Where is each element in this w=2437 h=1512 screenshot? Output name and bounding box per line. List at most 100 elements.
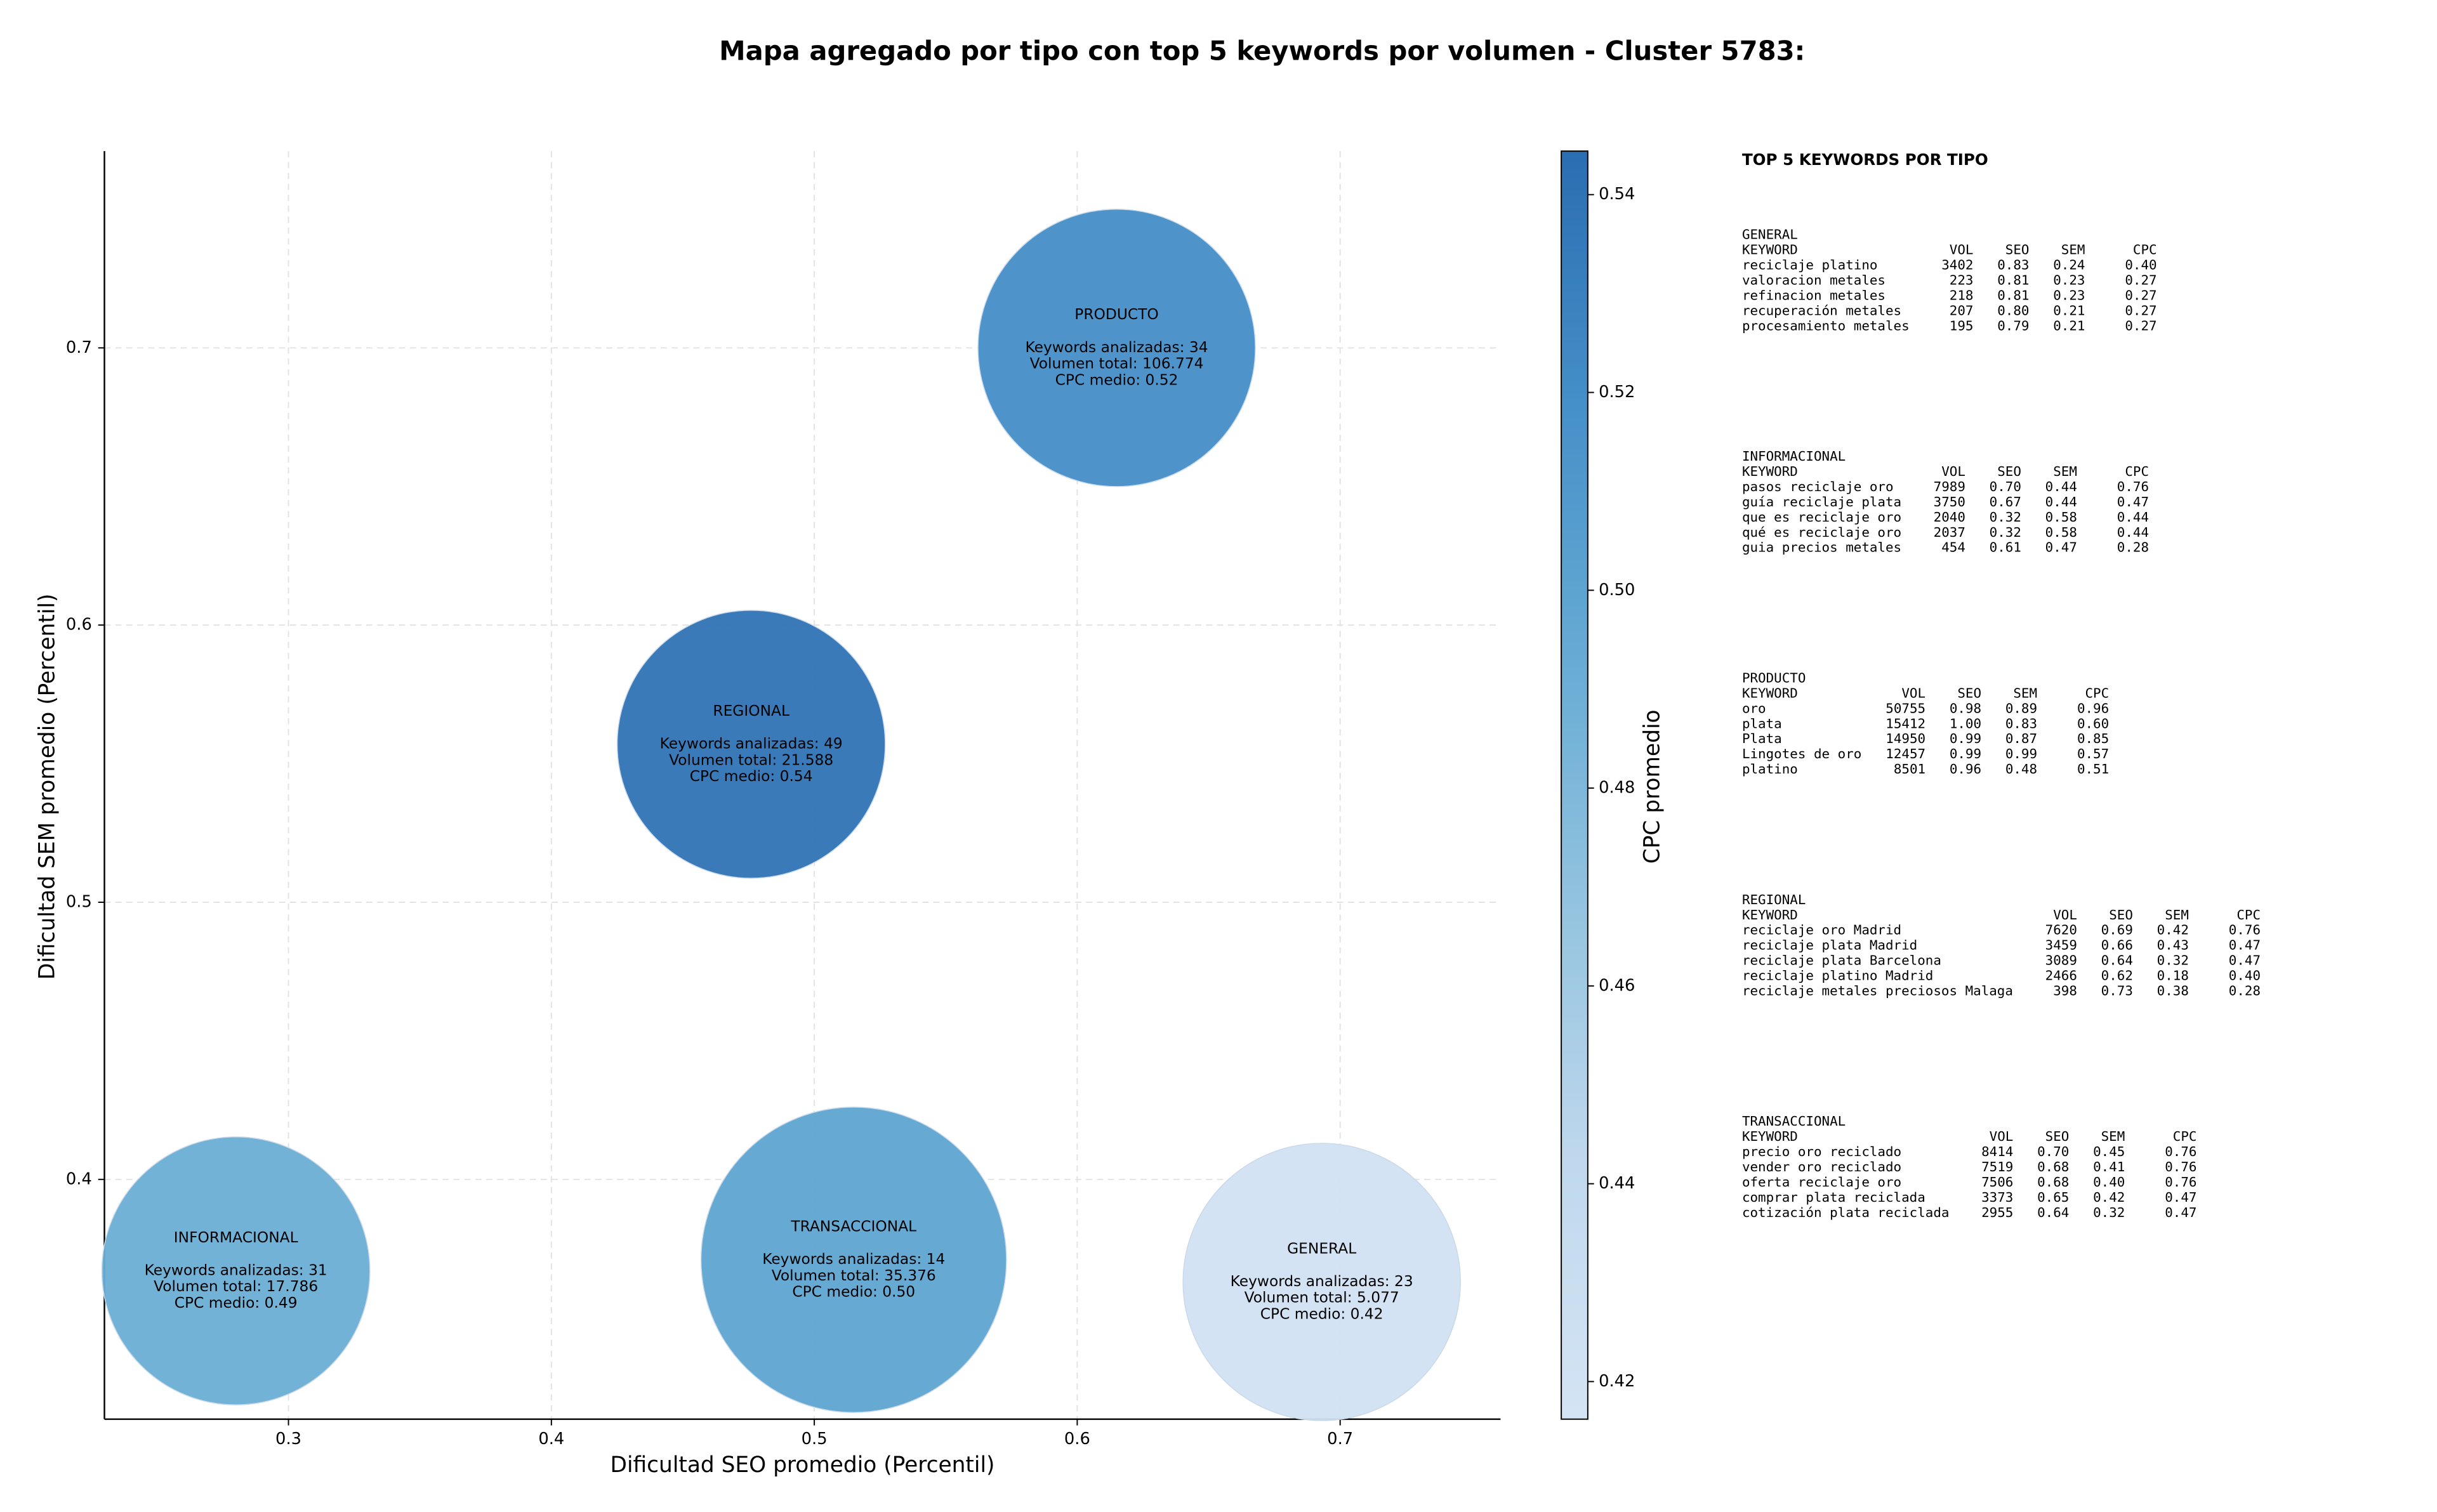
table-cell: oro (1742, 700, 1766, 716)
table-cell: que es reciclaje oro (1742, 509, 1901, 525)
x-tick-label: 0.6 (1064, 1430, 1090, 1449)
table-cell: 0.27 (2125, 303, 2156, 318)
table-cell: 15412 (1886, 716, 1925, 731)
table-header: SEO (2005, 242, 2030, 258)
table-cell: reciclaje oro Madrid (1742, 923, 1901, 938)
table-header: SEM (2053, 464, 2077, 479)
table-cell: 0.47 (2165, 1190, 2196, 1205)
table-header: CPC (2173, 1129, 2197, 1144)
table-cell: 0.64 (2037, 1205, 2069, 1220)
table-cell: 0.28 (2117, 540, 2149, 555)
table-header: SEM (2165, 907, 2189, 923)
table-cell: 0.32 (2093, 1205, 2125, 1220)
table-cell: 0.21 (2053, 318, 2085, 333)
table-cell: Lingotes de oro (1742, 746, 1861, 761)
table-cell: 8501 (1894, 761, 1925, 777)
table-cell: 195 (1950, 318, 1974, 333)
table-cell: 0.47 (2117, 494, 2149, 509)
table-cell: 0.61 (1990, 540, 2021, 555)
table-type: INFORMACIONAL (1742, 449, 1846, 464)
table-cell: 0.76 (2165, 1159, 2196, 1174)
table-cell: guía reciclaje plata (1742, 494, 1901, 509)
y-tick-label: 0.7 (66, 338, 92, 357)
table-cell: 0.44 (2045, 494, 2077, 509)
table-cell: 0.27 (2125, 273, 2156, 288)
x-tick-label: 0.7 (1327, 1430, 1353, 1449)
table-cell: 0.99 (1950, 731, 1981, 746)
y-axis-label: Dificultad SEM promedio (Percentil) (35, 594, 60, 980)
table-header: KEYWORD (1742, 242, 1798, 258)
table-cell: 0.23 (2053, 287, 2085, 303)
table-cell: 0.40 (2125, 258, 2156, 273)
table-cell: plata (1742, 716, 1782, 731)
table-cell: 0.65 (2037, 1190, 2069, 1205)
table-cell: 2955 (1981, 1205, 2013, 1220)
bubble-annotation: Volumen total: 17.786 (154, 1278, 318, 1295)
table-cell: 0.99 (1950, 746, 1981, 761)
colorbar-tick-label: 0.48 (1599, 779, 1635, 798)
table-cell: 0.76 (2117, 479, 2149, 494)
table-cell: 0.80 (1997, 303, 2029, 318)
table-cell: 0.44 (2045, 479, 2077, 494)
bubble-annotation: Keywords analizadas: 14 (762, 1251, 945, 1268)
bubble-annotation: Volumen total: 106.774 (1030, 355, 1204, 372)
table-cell: 0.79 (1997, 318, 2029, 333)
table-cell: 3750 (1934, 494, 1965, 509)
table-header: SEM (2013, 685, 2037, 700)
table-cell: 0.73 (2101, 983, 2133, 998)
table-header: SEO (2109, 907, 2133, 923)
table-cell: 0.40 (2229, 968, 2261, 983)
table-cell: qué es reciclaje oro (1742, 525, 1901, 540)
table-header: CPC (2133, 242, 2157, 258)
table-cell: 223 (1950, 273, 1974, 288)
table-header: KEYWORD (1742, 685, 1798, 700)
table-cell: 0.66 (2101, 938, 2133, 953)
bubble-annotation: Volumen total: 35.376 (772, 1267, 936, 1284)
table-cell: 0.67 (1990, 494, 2021, 509)
table-cell: 0.76 (2165, 1144, 2196, 1159)
bubble-annotation: Keywords analizadas: 31 (145, 1261, 327, 1279)
table-cell: 2466 (2045, 968, 2077, 983)
table-cell: 3373 (1981, 1190, 2013, 1205)
table-cell: 1.00 (1950, 716, 1981, 731)
table-cell: 207 (1950, 303, 1974, 318)
table-cell: 0.68 (2037, 1174, 2069, 1190)
table-cell: 0.76 (2229, 923, 2261, 938)
bubble (977, 209, 1256, 487)
x-tick-label: 0.4 (538, 1430, 564, 1449)
table-cell: 2037 (1934, 525, 1965, 540)
table-cell: 0.98 (1950, 700, 1981, 716)
table-cell: cotización plata reciclada (1742, 1205, 1950, 1220)
table-cell: 0.76 (2165, 1174, 2196, 1190)
table-cell: 0.32 (1990, 509, 2021, 525)
table-cell: 0.57 (2077, 746, 2109, 761)
table-header: SEO (2045, 1129, 2070, 1144)
table-cell: reciclaje metales preciosos Malaga (1742, 983, 2013, 998)
bubble-annotation: CPC medio: 0.49 (175, 1294, 298, 1311)
table-header: SEO (1957, 685, 1981, 700)
table-cell: comprar plata reciclada (1742, 1190, 1925, 1205)
table-cell: 0.24 (2053, 258, 2085, 273)
bubble (616, 610, 886, 879)
bubble (1182, 1143, 1461, 1421)
table-cell: 0.83 (2005, 716, 2037, 731)
table-cell: 0.21 (2053, 303, 2085, 318)
table-cell: 0.32 (2157, 953, 2189, 968)
table-type: GENERAL (1742, 227, 1798, 242)
bubble-annotation: Volumen total: 21.588 (669, 751, 833, 768)
x-tick-label: 0.3 (275, 1430, 301, 1449)
table-cell: 0.38 (2157, 983, 2189, 998)
table-cell: 0.70 (1990, 479, 2021, 494)
table-cell: 0.47 (2165, 1205, 2196, 1220)
y-tick-label: 0.6 (66, 615, 92, 634)
bubble-label: REGIONAL (713, 702, 789, 720)
table-cell: 0.64 (2101, 953, 2133, 968)
bubble-annotation: CPC medio: 0.50 (792, 1284, 915, 1301)
bubble-annotation: Keywords analizadas: 34 (1025, 339, 1208, 356)
table-cell: 0.18 (2157, 968, 2189, 983)
bubble (700, 1107, 1007, 1413)
side-title: TOP 5 KEYWORDS POR TIPO (1742, 150, 1988, 169)
table-cell: 3402 (1941, 258, 1973, 273)
colorbar-tick-label: 0.44 (1599, 1174, 1635, 1193)
